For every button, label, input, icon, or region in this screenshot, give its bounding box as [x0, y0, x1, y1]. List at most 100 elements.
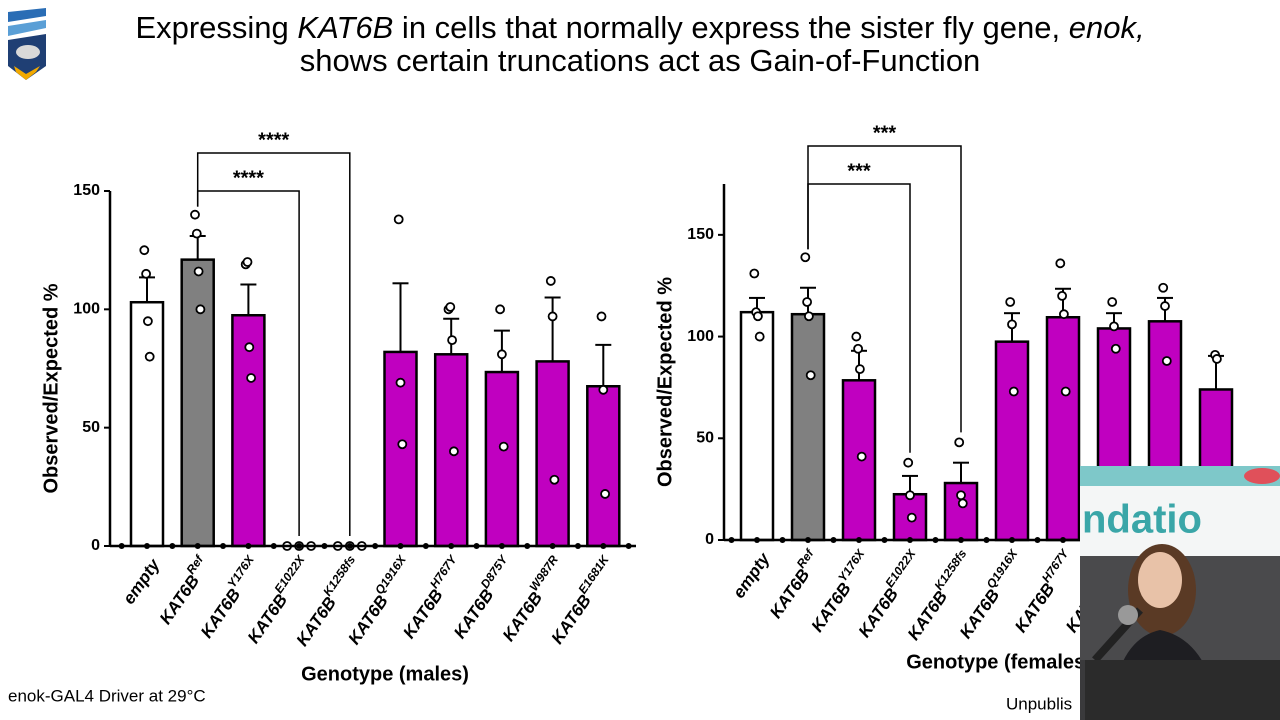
data-point	[195, 304, 206, 315]
category-name: KAT6B	[904, 588, 951, 644]
data-point	[749, 268, 760, 279]
bar	[739, 310, 775, 542]
data-point	[496, 349, 507, 360]
error-bar	[240, 283, 257, 316]
data-point	[856, 451, 867, 462]
category-name: KAT6B	[197, 585, 244, 641]
x-axis-dot	[372, 543, 379, 549]
error-bar	[392, 282, 409, 352]
data-point	[190, 209, 200, 220]
category-superscript: K1258fs	[932, 547, 970, 593]
error-bar	[189, 234, 206, 260]
data-point	[1057, 290, 1067, 301]
banner-text: ndatio	[1082, 498, 1202, 542]
error-bar	[139, 276, 155, 303]
bar	[892, 492, 928, 542]
x-axis-dot	[524, 543, 531, 549]
data-point	[144, 351, 155, 362]
error-bar	[544, 296, 561, 362]
data-point	[855, 364, 865, 375]
y-tick-label: 100	[687, 328, 714, 345]
data-point	[1059, 309, 1069, 320]
bar	[994, 340, 1030, 542]
data-point	[903, 457, 914, 468]
title-segment: KAT6B	[297, 10, 393, 45]
x-axis-dot	[728, 537, 735, 543]
bar	[535, 360, 570, 548]
y-axis-label: Observed/Expected %	[40, 283, 62, 493]
x-axis-dot	[600, 543, 607, 549]
x-axis-dot	[907, 537, 913, 543]
x-axis-dot	[574, 543, 581, 549]
category-name: KAT6B	[293, 594, 340, 650]
data-point	[1110, 343, 1121, 354]
data-point	[139, 245, 150, 256]
significance-label: ***	[847, 160, 871, 182]
data-point	[754, 331, 765, 342]
data-point	[1161, 356, 1172, 366]
data-point	[242, 257, 253, 267]
data-point	[547, 311, 558, 322]
category-superscript: Y176X	[225, 552, 258, 590]
data-point	[905, 490, 915, 501]
category-superscript: H767Y	[1039, 546, 1072, 585]
bar	[129, 300, 165, 548]
y-axis-label: Observed/Expected %	[654, 277, 676, 487]
x-axis-dot	[194, 543, 201, 549]
category-name: KAT6B	[345, 592, 392, 648]
data-point	[804, 311, 814, 322]
data-point	[141, 268, 152, 279]
data-point	[906, 512, 917, 523]
bar	[1045, 315, 1081, 542]
footer-right: Unpublis	[1006, 694, 1072, 713]
speaker-video: ndatio	[1080, 466, 1280, 720]
category-name: KAT6B	[956, 586, 1003, 642]
category-superscript: E1022X	[883, 546, 920, 590]
data-point	[1007, 319, 1017, 330]
category-name: KAT6B	[1012, 580, 1059, 636]
data-point	[1107, 297, 1118, 307]
charts: 0 50 100 150 Observed/Expected % Genotype (ma…	[40, 122, 1250, 685]
data-point	[802, 297, 812, 307]
x-axis-dot	[1060, 537, 1066, 543]
data-point	[397, 439, 408, 450]
category-name: KAT6B	[244, 591, 291, 647]
y-tick-label: 50	[696, 430, 714, 447]
data-point	[495, 304, 506, 315]
data-point	[1008, 386, 1019, 397]
significance-bracket	[196, 152, 351, 536]
x-axis-dot	[625, 543, 632, 549]
significance-label: ****	[258, 129, 289, 151]
category-superscript: E1022X	[272, 552, 309, 596]
logo	[8, 8, 46, 80]
data-point	[598, 384, 609, 395]
x-axis-dot	[473, 543, 480, 549]
x-axis-dot	[245, 543, 252, 549]
data-point	[191, 228, 202, 239]
x-axis-dot	[779, 537, 786, 543]
x-axis-dot	[321, 543, 328, 549]
category-superscript: Q1916X	[984, 546, 1021, 591]
x-axis-dot	[220, 543, 227, 549]
data-point	[956, 490, 966, 501]
x-axis-dot	[296, 543, 303, 549]
title-segment: shows certain truncations act as Gain-of…	[300, 43, 981, 78]
significance-bracket	[807, 145, 962, 433]
title: Expressing KAT6B in cells that normally …	[135, 10, 1144, 78]
x-tick-label: empty	[120, 555, 165, 608]
data-point	[800, 252, 811, 263]
error-bar	[595, 343, 612, 387]
x-axis-dot	[754, 537, 760, 543]
data-point	[193, 266, 204, 277]
data-point	[393, 214, 404, 225]
x-axis-dot	[448, 543, 455, 549]
x-axis-dot	[346, 543, 353, 549]
data-point	[447, 335, 458, 346]
x-axis-dot	[397, 543, 404, 549]
category-name: KAT6B	[400, 586, 447, 642]
data-point	[1212, 354, 1222, 364]
data-point	[600, 489, 610, 499]
x-tick-label: empty	[730, 549, 775, 602]
data-point	[1055, 258, 1066, 269]
